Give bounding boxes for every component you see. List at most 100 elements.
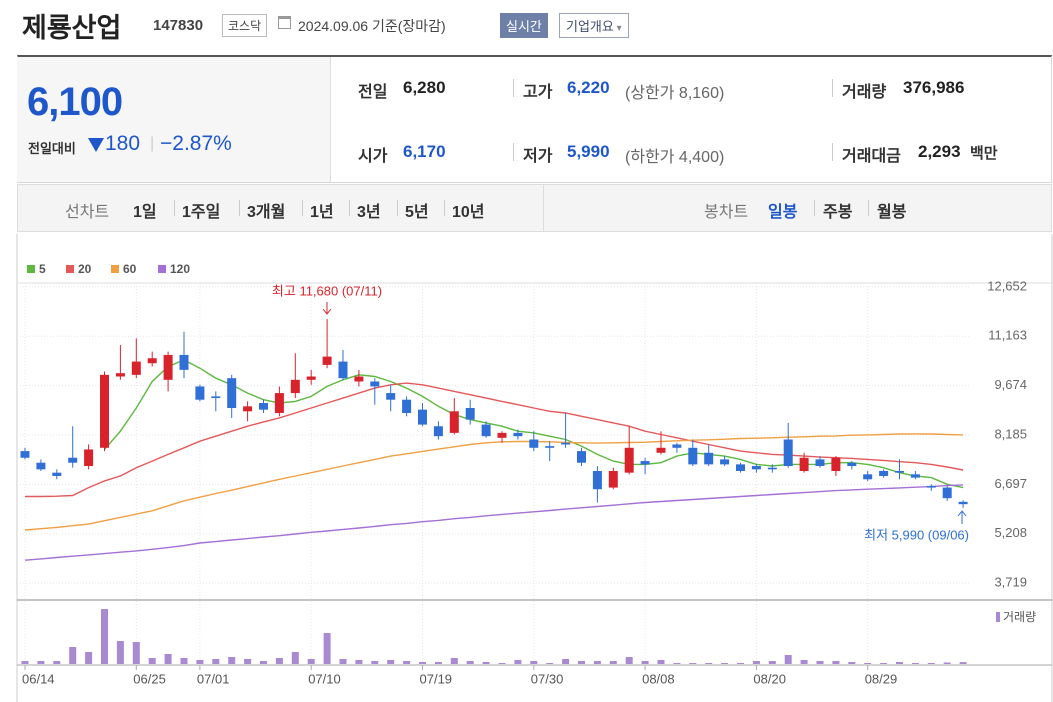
candle-body	[545, 446, 555, 448]
change: 180	[105, 132, 141, 155]
candle-body	[290, 379, 300, 394]
candle-body	[926, 485, 936, 488]
period-tab[interactable]: 1주일	[182, 204, 221, 221]
candle-body	[274, 393, 284, 413]
volume-bar	[53, 661, 61, 664]
volume-bar	[864, 663, 872, 664]
y-tick-label: 5,208	[994, 525, 1027, 540]
candle-body	[84, 449, 94, 467]
candle-body	[831, 457, 841, 471]
candle-body	[115, 373, 125, 377]
y-tick-label: 6,697	[994, 476, 1027, 491]
candle-body	[847, 462, 857, 467]
candle-body	[704, 452, 714, 465]
separator	[814, 200, 815, 216]
candle-body	[433, 426, 443, 437]
y-tick-label: 9,674	[994, 377, 1027, 392]
realtime-button[interactable]: 실시간	[500, 13, 548, 38]
x-tick-label: 07/30	[531, 671, 564, 686]
separator	[174, 200, 175, 216]
period-tab[interactable]: 3개월	[247, 204, 286, 221]
candle-tab[interactable]: 일봉	[768, 204, 798, 221]
candle-body	[688, 447, 698, 465]
volume-bar	[355, 660, 363, 664]
candle-body	[561, 442, 571, 445]
summary-unit: 백만	[970, 145, 998, 162]
candle-tab[interactable]: 주봉	[823, 204, 853, 221]
period-tab[interactable]: 10년	[452, 204, 485, 221]
volume-bar	[657, 660, 665, 664]
separator	[832, 143, 833, 161]
volume-bar	[578, 661, 585, 664]
x-tick-label: 08/08	[642, 671, 675, 686]
volume-bar	[896, 662, 903, 664]
candle-body	[910, 474, 920, 478]
period-tab[interactable]: 5년	[405, 204, 429, 221]
volume-bar	[371, 661, 379, 664]
candle-tab[interactable]: 월봉	[877, 204, 907, 221]
volume-bar	[85, 652, 93, 664]
volume-bar	[959, 662, 967, 664]
volume-bar	[832, 661, 840, 664]
candle-body	[179, 354, 189, 370]
stock-code: 147830	[153, 17, 204, 34]
candle-body	[497, 432, 507, 438]
volume-bar	[816, 661, 824, 664]
volume-bar	[721, 663, 729, 664]
company-button[interactable]: 기업개요	[559, 13, 629, 38]
volume-bar	[291, 652, 299, 664]
candle-body	[608, 471, 618, 488]
candle-body	[624, 447, 634, 473]
separator: |	[150, 135, 155, 152]
separator	[302, 200, 303, 216]
volume-bar	[689, 663, 697, 664]
candle-body	[52, 472, 62, 476]
candle-body	[783, 439, 793, 467]
volume-bar	[514, 660, 522, 664]
candle-body	[306, 376, 316, 380]
candle-body	[736, 464, 745, 471]
candle-body	[147, 358, 157, 364]
legend-label: 20	[78, 262, 92, 276]
volume-bar	[69, 647, 77, 664]
calendar-icon	[278, 16, 291, 29]
volume-bar	[768, 661, 776, 664]
separator	[239, 200, 240, 216]
volume-bar	[196, 660, 204, 664]
annotation-arrow	[322, 302, 332, 315]
candle-body	[656, 447, 666, 453]
candle-chart-label: 봉차트	[704, 204, 749, 221]
candle-body	[481, 424, 491, 437]
volume-bar	[116, 641, 124, 664]
price: 6,100	[27, 80, 123, 124]
candle-body	[100, 374, 109, 448]
candle-body	[402, 399, 412, 413]
date: 2024.09.06 기준(장마감)	[298, 18, 446, 34]
summary-value: 6,220	[567, 78, 610, 97]
volume-bar	[323, 633, 331, 664]
legend-label: 5	[39, 262, 46, 276]
candle-body	[163, 354, 173, 380]
volume-bar	[101, 609, 108, 664]
candle-body	[767, 467, 777, 470]
period-tab[interactable]: 3년	[357, 204, 381, 221]
separator	[397, 200, 398, 216]
volume-bar	[212, 659, 220, 664]
x-tick-label: 07/19	[420, 671, 453, 686]
volume-bar	[403, 661, 411, 664]
x-tick-label: 06/14	[22, 671, 55, 686]
legend-swatch	[111, 265, 119, 273]
period-tab[interactable]: 1년	[310, 204, 334, 221]
summary-label: 거래대금	[842, 148, 901, 165]
tab-bar	[17, 184, 1052, 232]
summary-label: 고가	[523, 84, 553, 101]
volume-bar	[705, 663, 713, 664]
candle-body	[354, 376, 364, 382]
candle-body	[672, 444, 682, 448]
volume-bar	[927, 663, 935, 664]
period-tab[interactable]: 1일	[133, 204, 157, 221]
separator	[868, 200, 869, 216]
volume-bar	[21, 661, 29, 664]
